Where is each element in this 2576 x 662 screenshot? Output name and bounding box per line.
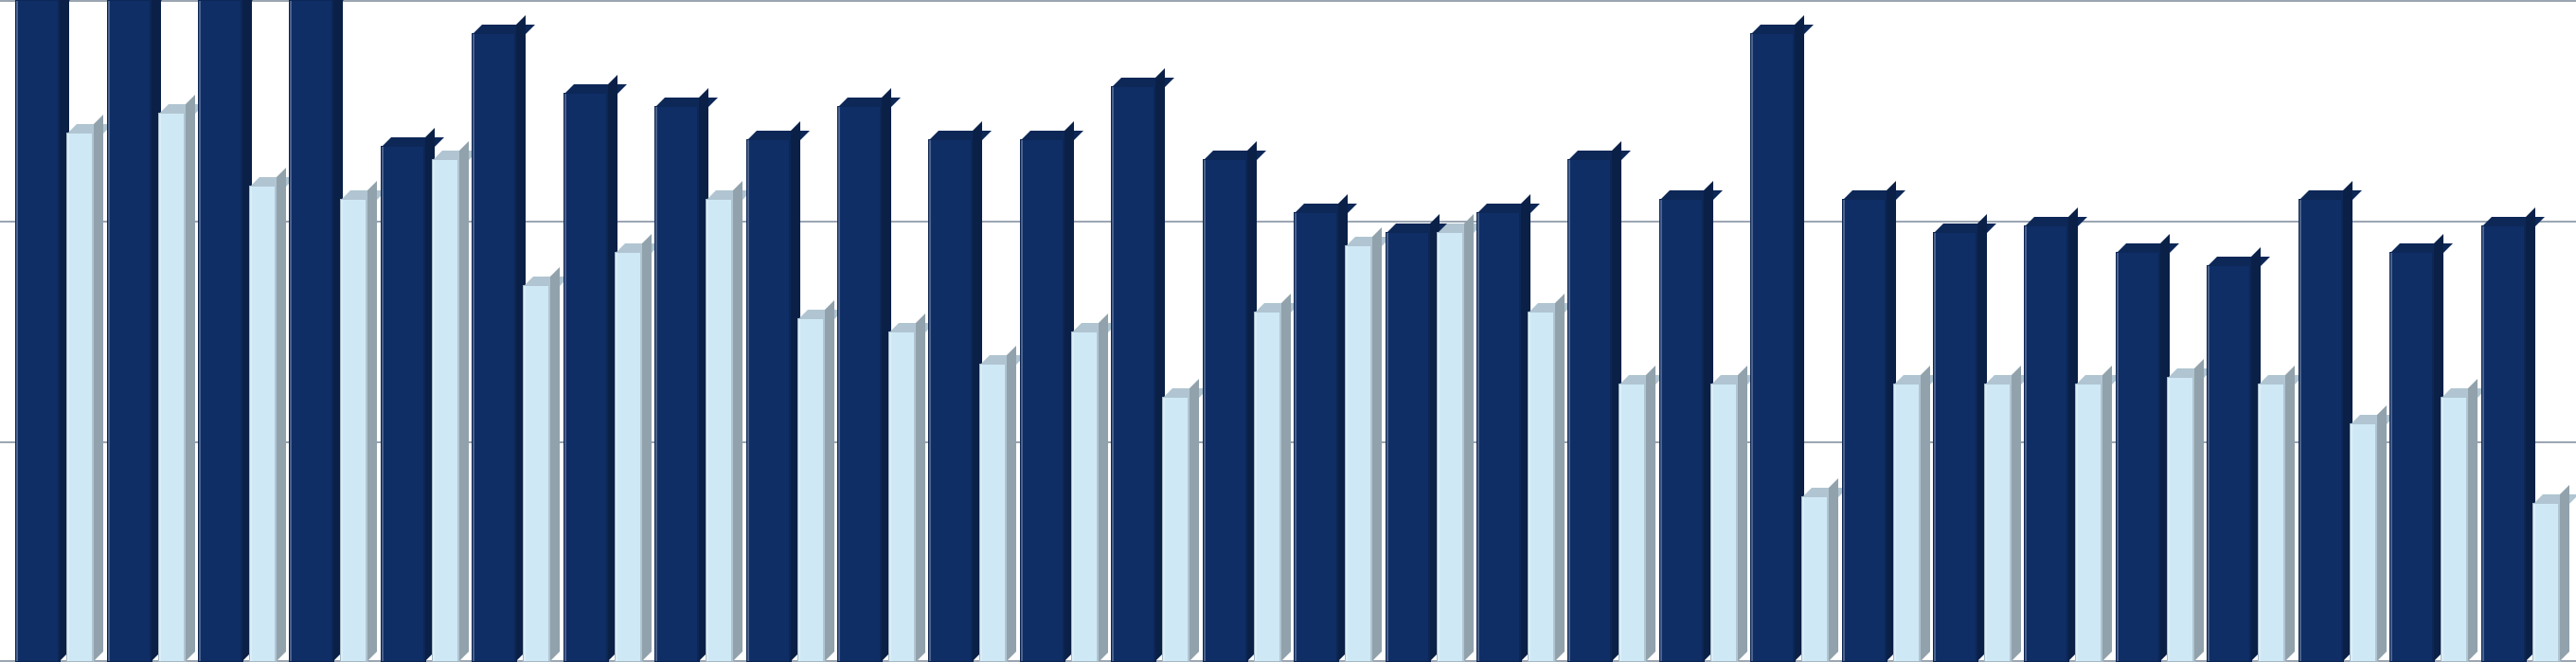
bar-series-b (2441, 397, 2469, 662)
bar-chart (0, 0, 2576, 662)
bar-series-a (837, 106, 883, 662)
bar-group (2293, 0, 2384, 662)
bar-series-b (158, 113, 187, 662)
bar-series-b (2258, 384, 2286, 662)
bar-series-a (107, 0, 152, 662)
bar-group (1835, 0, 1926, 662)
bar-series-a (2024, 225, 2069, 662)
bar-series-a (198, 0, 243, 662)
bar-series-b (1528, 312, 1556, 662)
bar-series-a (2299, 199, 2344, 662)
bar-series-b (1345, 245, 1373, 662)
bar-series-a (1659, 199, 1705, 662)
bar-series-b (432, 159, 460, 662)
bar-series-a (1933, 232, 1978, 662)
bar-group (1927, 0, 2018, 662)
bar-series-b (2167, 377, 2195, 662)
bar-series-b (340, 199, 368, 662)
bar-group (283, 0, 374, 662)
bar-series-a (1567, 159, 1613, 662)
bar-series-a (1750, 33, 1796, 662)
bar-group (2384, 0, 2475, 662)
bar-series-a (472, 33, 517, 662)
bar-group (922, 0, 1013, 662)
bar-series-b (979, 364, 1008, 662)
bar-series-b (523, 285, 551, 662)
bar-series-b (1254, 312, 1282, 662)
bar-series-a (1203, 159, 1248, 662)
bar-series-a (1476, 212, 1522, 662)
bar-series-b (1893, 384, 1922, 662)
bar-group (740, 0, 831, 662)
bar-series-b (66, 133, 95, 662)
bar-series-b (1710, 384, 1739, 662)
bar-group (1744, 0, 1835, 662)
bar-series-b (1162, 397, 1190, 662)
bar-group (1196, 0, 1287, 662)
bar-series-a (1111, 86, 1156, 662)
bar-group (466, 0, 557, 662)
bar-series-a (289, 0, 334, 662)
bar-series-a (381, 146, 426, 662)
bar-group (1105, 0, 1196, 662)
plot-area (0, 0, 2576, 662)
bar-group (1654, 0, 1744, 662)
bar-series-a (746, 139, 792, 662)
bar-series-a (1386, 232, 1431, 662)
bar-group (558, 0, 649, 662)
bar-group (1014, 0, 1105, 662)
bar-group (1471, 0, 1562, 662)
bar-series-a (15, 0, 61, 662)
bar-group (1379, 0, 1470, 662)
bar-group (832, 0, 922, 662)
bar-group (375, 0, 466, 662)
bar-group (100, 0, 191, 662)
bar-group (9, 0, 100, 662)
bar-series-a (1294, 212, 1339, 662)
bar-series-a (2389, 252, 2435, 662)
bar-series-a (2207, 265, 2252, 662)
bar-series-a (1842, 199, 1887, 662)
bar-series-b (1984, 384, 2012, 662)
bar-series-b (1801, 496, 1830, 662)
bar-series-b (1071, 331, 1100, 662)
bar-series-b (888, 331, 917, 662)
bar-series-a (928, 139, 974, 662)
bar-group (649, 0, 740, 662)
bar-series-a (2481, 225, 2527, 662)
bar-group (1562, 0, 1653, 662)
bar-series-b (797, 318, 826, 662)
bar-series-a (1020, 139, 1065, 662)
bar-series-b (1619, 384, 1647, 662)
bar-series-a (654, 106, 700, 662)
bar-group (2018, 0, 2109, 662)
bar-series-a (2116, 252, 2161, 662)
bar-series-b (2350, 423, 2378, 662)
bar-group (2201, 0, 2292, 662)
bar-series-b (615, 252, 643, 662)
bar-series-b (1437, 232, 1465, 662)
bar-series-a (564, 93, 609, 662)
bar-series-b (249, 186, 277, 662)
bar-series-b (2532, 503, 2561, 662)
bar-series-b (706, 199, 734, 662)
bar-series-b (2075, 384, 2103, 662)
bar-group (192, 0, 283, 662)
bar-group (1288, 0, 1379, 662)
bar-group (2475, 0, 2566, 662)
bar-group (2110, 0, 2201, 662)
